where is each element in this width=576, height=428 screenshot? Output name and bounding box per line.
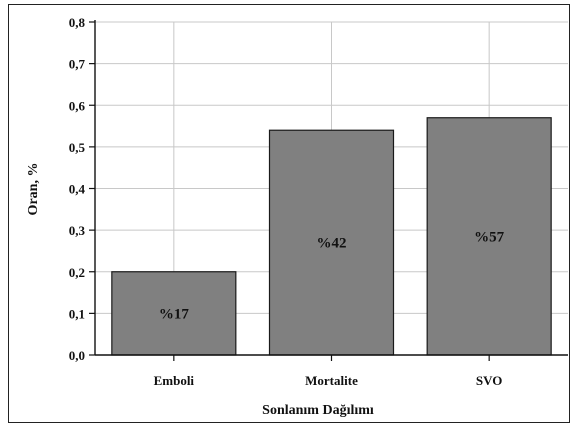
y-tick-label: 0,0 [69,348,85,363]
bar-mortalite [268,129,395,356]
y-tick-label: 0,5 [69,140,86,155]
bar-svo [426,117,552,356]
y-tick-label: 0,6 [69,98,86,113]
y-axis-title: Oran, % [26,163,41,216]
figure-border [8,4,570,423]
y-tick-label: 0,2 [69,265,85,280]
x-tick-label: Mortalite [305,373,358,388]
y-tick-label: 0,4 [69,182,86,197]
axes: 0,0 0,1 0,2 0,3 0,4 0,5 0,6 0,7 0,8 Emboli Mortali… [69,15,568,388]
data-label: %57 [474,229,505,245]
bars [111,117,552,356]
y-tick-label: 0,8 [69,15,86,30]
y-tick-label: 0,7 [69,57,86,72]
y-tick-label: 0,3 [69,223,86,238]
x-tick-label: SVO [476,373,502,388]
x-axis-title: Sonlanım Dağılımı [262,403,374,418]
data-label: %42 [317,236,347,252]
y-tick-label: 0,1 [69,306,85,321]
x-tick-label: Emboli [154,373,195,388]
data-label: %17 [159,306,190,322]
data-labels: %17 %42 %57 [159,229,505,322]
bar-emboli [111,271,237,356]
